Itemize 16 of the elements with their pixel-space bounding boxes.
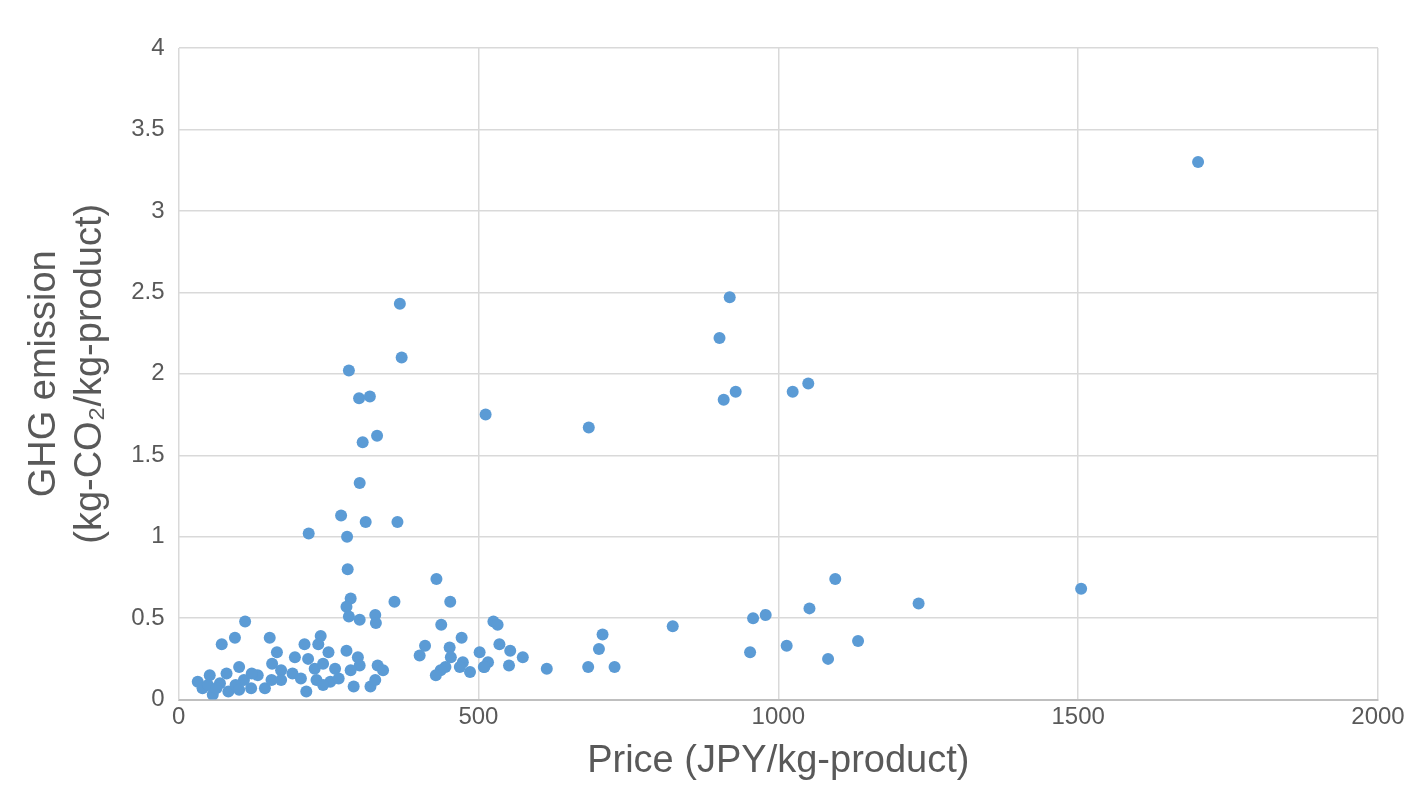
- y-tick-label: 2.5: [131, 276, 165, 304]
- x-axis-title: Price (JPY/kg-product): [587, 737, 970, 780]
- y-tick-label: 0: [151, 684, 165, 712]
- y-tick-label: 1.5: [131, 439, 165, 467]
- y-tick-label: 2: [151, 358, 165, 386]
- x-tick-label: 1000: [751, 701, 805, 729]
- x-tick-label: 2000: [1351, 701, 1405, 729]
- y-tick-label: 3.5: [131, 114, 165, 142]
- x-tick-label: 500: [458, 701, 499, 729]
- y-tick-label: 4: [151, 32, 165, 60]
- x-tick-label: 1500: [1051, 701, 1105, 729]
- x-tick-label: 0: [171, 701, 186, 729]
- y-axis-title: GHG emission (kg-CO₂/kg-product): [21, 203, 109, 544]
- y-tick-label: 3: [151, 195, 165, 223]
- y-tick-label: 0.5: [131, 602, 165, 630]
- y-tick-label: 1: [151, 521, 165, 549]
